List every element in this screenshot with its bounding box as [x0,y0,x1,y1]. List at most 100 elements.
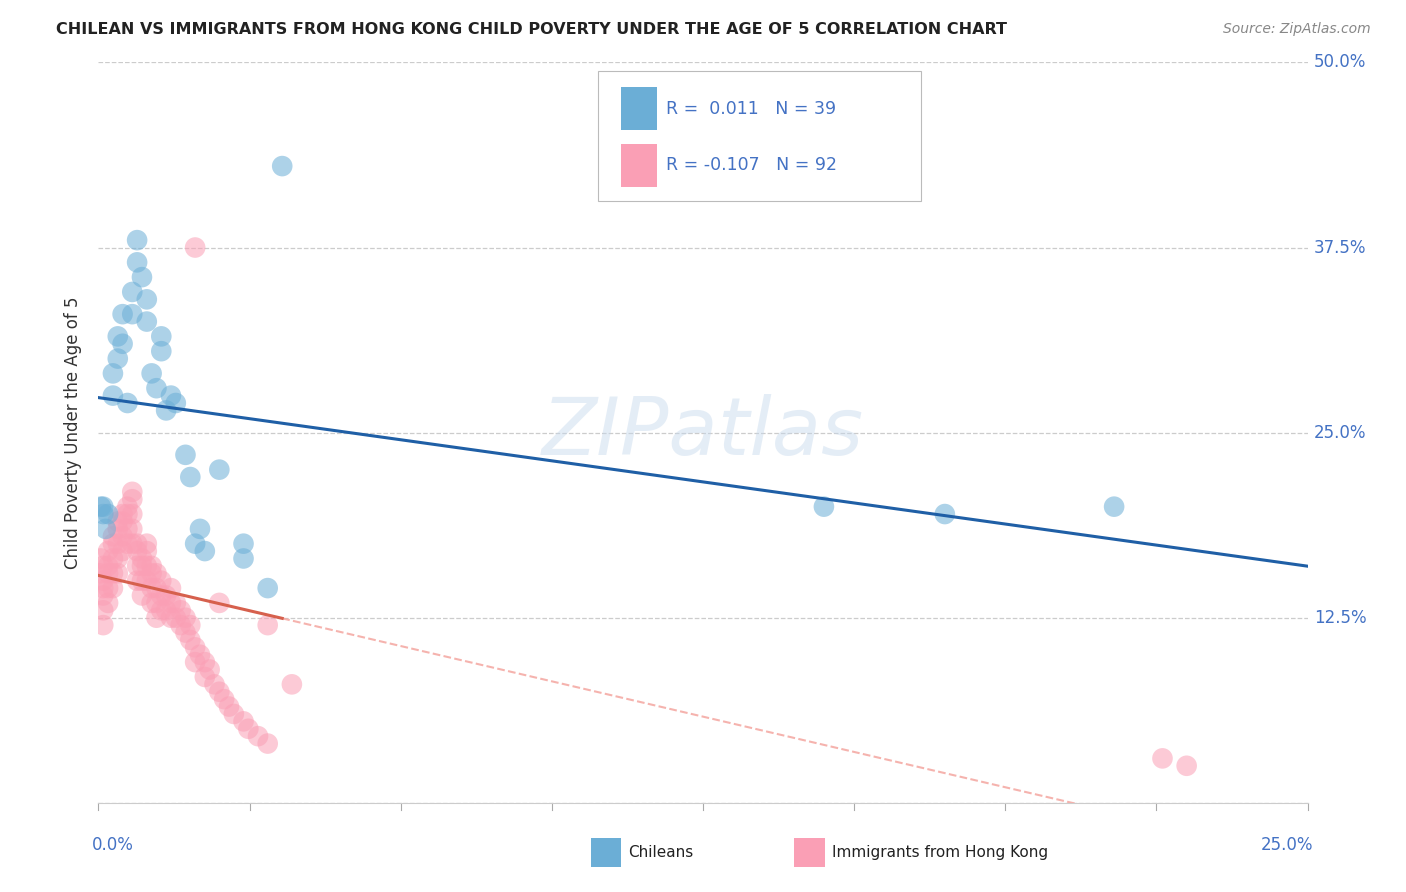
Point [107,536,129,550]
Point [184,640,207,655]
Point [141,367,163,381]
Point [101,536,124,550]
Text: R =  0.011   N = 39: R = 0.011 N = 39 [666,100,837,118]
Point [150,574,173,588]
Text: 0.0%: 0.0% [93,836,134,855]
Point [194,544,217,558]
Point [127,255,149,269]
Point [218,699,240,714]
Point [145,581,167,595]
Point [121,507,143,521]
Point [101,388,124,402]
Point [141,581,163,595]
Point [127,544,149,558]
Point [107,351,129,366]
Point [165,610,187,624]
Text: 12.5%: 12.5% [1313,608,1367,627]
Point [160,610,183,624]
Point [97,507,120,521]
Point [107,329,129,343]
Point [135,574,157,588]
Point [232,551,254,566]
Point [97,558,120,573]
Point [107,566,129,581]
Point [97,566,120,581]
Point [111,544,134,558]
Point [232,714,254,729]
Point [131,574,153,588]
Point [117,522,139,536]
Point [281,677,304,691]
Text: Immigrants from Hong Kong: Immigrants from Hong Kong [832,846,1049,860]
Point [204,677,226,691]
Point [184,536,207,550]
Point [111,515,134,529]
Point [222,706,245,721]
Point [179,470,201,484]
Point [135,544,157,558]
Point [208,462,231,476]
Point [174,448,197,462]
Point [165,596,187,610]
Point [155,603,177,617]
Point [121,285,143,299]
Point [188,522,211,536]
Point [169,603,191,617]
Point [184,655,207,669]
Text: ZIPatlas: ZIPatlas [541,393,865,472]
Text: 25.0%: 25.0% [1313,424,1367,442]
Point [141,566,163,581]
Point [155,589,177,603]
Point [141,596,163,610]
Point [198,663,221,677]
Point [111,336,134,351]
Point [145,596,167,610]
Point [107,522,129,536]
Point [91,618,114,632]
Text: 37.5%: 37.5% [1313,238,1367,257]
Point [150,329,173,343]
Point [150,344,173,359]
Point [169,618,191,632]
Point [131,270,153,285]
Point [91,507,114,521]
Point [91,589,114,603]
Text: R = -0.107   N = 92: R = -0.107 N = 92 [666,156,838,174]
Point [174,625,197,640]
Point [813,500,835,514]
Point [90,500,112,514]
Point [117,507,139,521]
Text: 25.0%: 25.0% [1261,836,1313,855]
Point [150,603,173,617]
Point [121,522,143,536]
Text: Source: ZipAtlas.com: Source: ZipAtlas.com [1223,22,1371,37]
Point [141,558,163,573]
Point [101,581,124,595]
Text: 50.0%: 50.0% [1313,54,1367,71]
Point [188,648,211,662]
Point [247,729,270,743]
Point [179,618,201,632]
Point [121,492,143,507]
Point [179,632,201,647]
Point [934,507,956,521]
Point [131,558,153,573]
Point [238,722,260,736]
Point [256,737,278,751]
Point [155,403,177,417]
Point [1152,751,1174,765]
Point [131,589,153,603]
Point [111,307,134,321]
Point [91,500,114,514]
Text: Chileans: Chileans [628,846,693,860]
Point [160,596,183,610]
Point [212,692,235,706]
Point [145,610,167,624]
Point [121,307,143,321]
Point [135,293,157,307]
Point [135,558,157,573]
Point [135,536,157,550]
Point [160,581,183,595]
Point [208,685,231,699]
Point [165,396,187,410]
